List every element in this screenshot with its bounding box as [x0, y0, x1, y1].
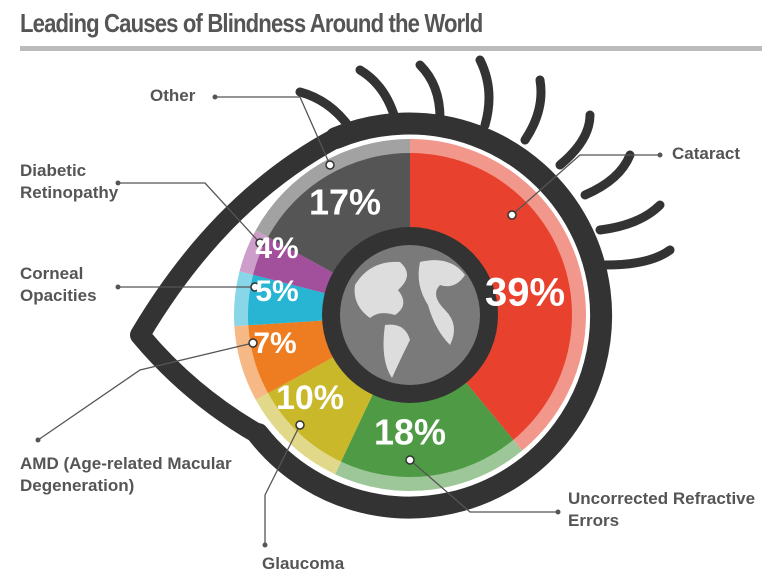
leader-dot	[325, 160, 335, 170]
eye-outline	[130, 55, 675, 519]
value-label: 5%	[255, 275, 298, 308]
value-label: 7%	[253, 327, 296, 360]
category-label: Uncorrected Refractive Errors	[568, 489, 756, 530]
leader-dot	[248, 338, 258, 348]
leader-dot	[115, 180, 121, 186]
leader-dot	[250, 282, 260, 292]
leader-line	[118, 182, 261, 244]
leader-dot	[507, 210, 517, 220]
category-label: Diabetic Retinopathy	[20, 161, 119, 202]
leader-dot	[255, 238, 265, 248]
leader-dot	[115, 284, 121, 290]
leader-dot	[262, 542, 268, 548]
leader-dot	[212, 94, 218, 100]
category-label: AMD (Age-related Macular Degeneration)	[20, 454, 232, 495]
value-label: 4%	[255, 232, 298, 265]
leader-line	[511, 154, 660, 216]
leader-dot	[295, 420, 305, 430]
category-label: Glaucoma	[262, 554, 345, 573]
category-label: Corneal Opacities	[20, 264, 97, 305]
leader-line	[215, 96, 331, 166]
leader-dot	[555, 509, 561, 515]
chart-title: Leading Causes of Blindness Around the W…	[20, 8, 483, 38]
category-label: Other	[150, 86, 196, 105]
leader-dot	[405, 455, 415, 465]
category-label: Cataract	[672, 144, 741, 163]
value-label: 18%	[374, 412, 446, 453]
title-rule	[20, 46, 762, 51]
leader-line	[409, 459, 558, 513]
leader-dot	[35, 437, 41, 443]
value-label: 17%	[309, 182, 381, 223]
leader-line	[37, 342, 254, 441]
leader-line	[264, 424, 301, 545]
value-label: 39%	[485, 271, 565, 315]
leader-dot	[657, 152, 663, 158]
globe	[322, 227, 498, 403]
value-label: 10%	[276, 379, 344, 417]
